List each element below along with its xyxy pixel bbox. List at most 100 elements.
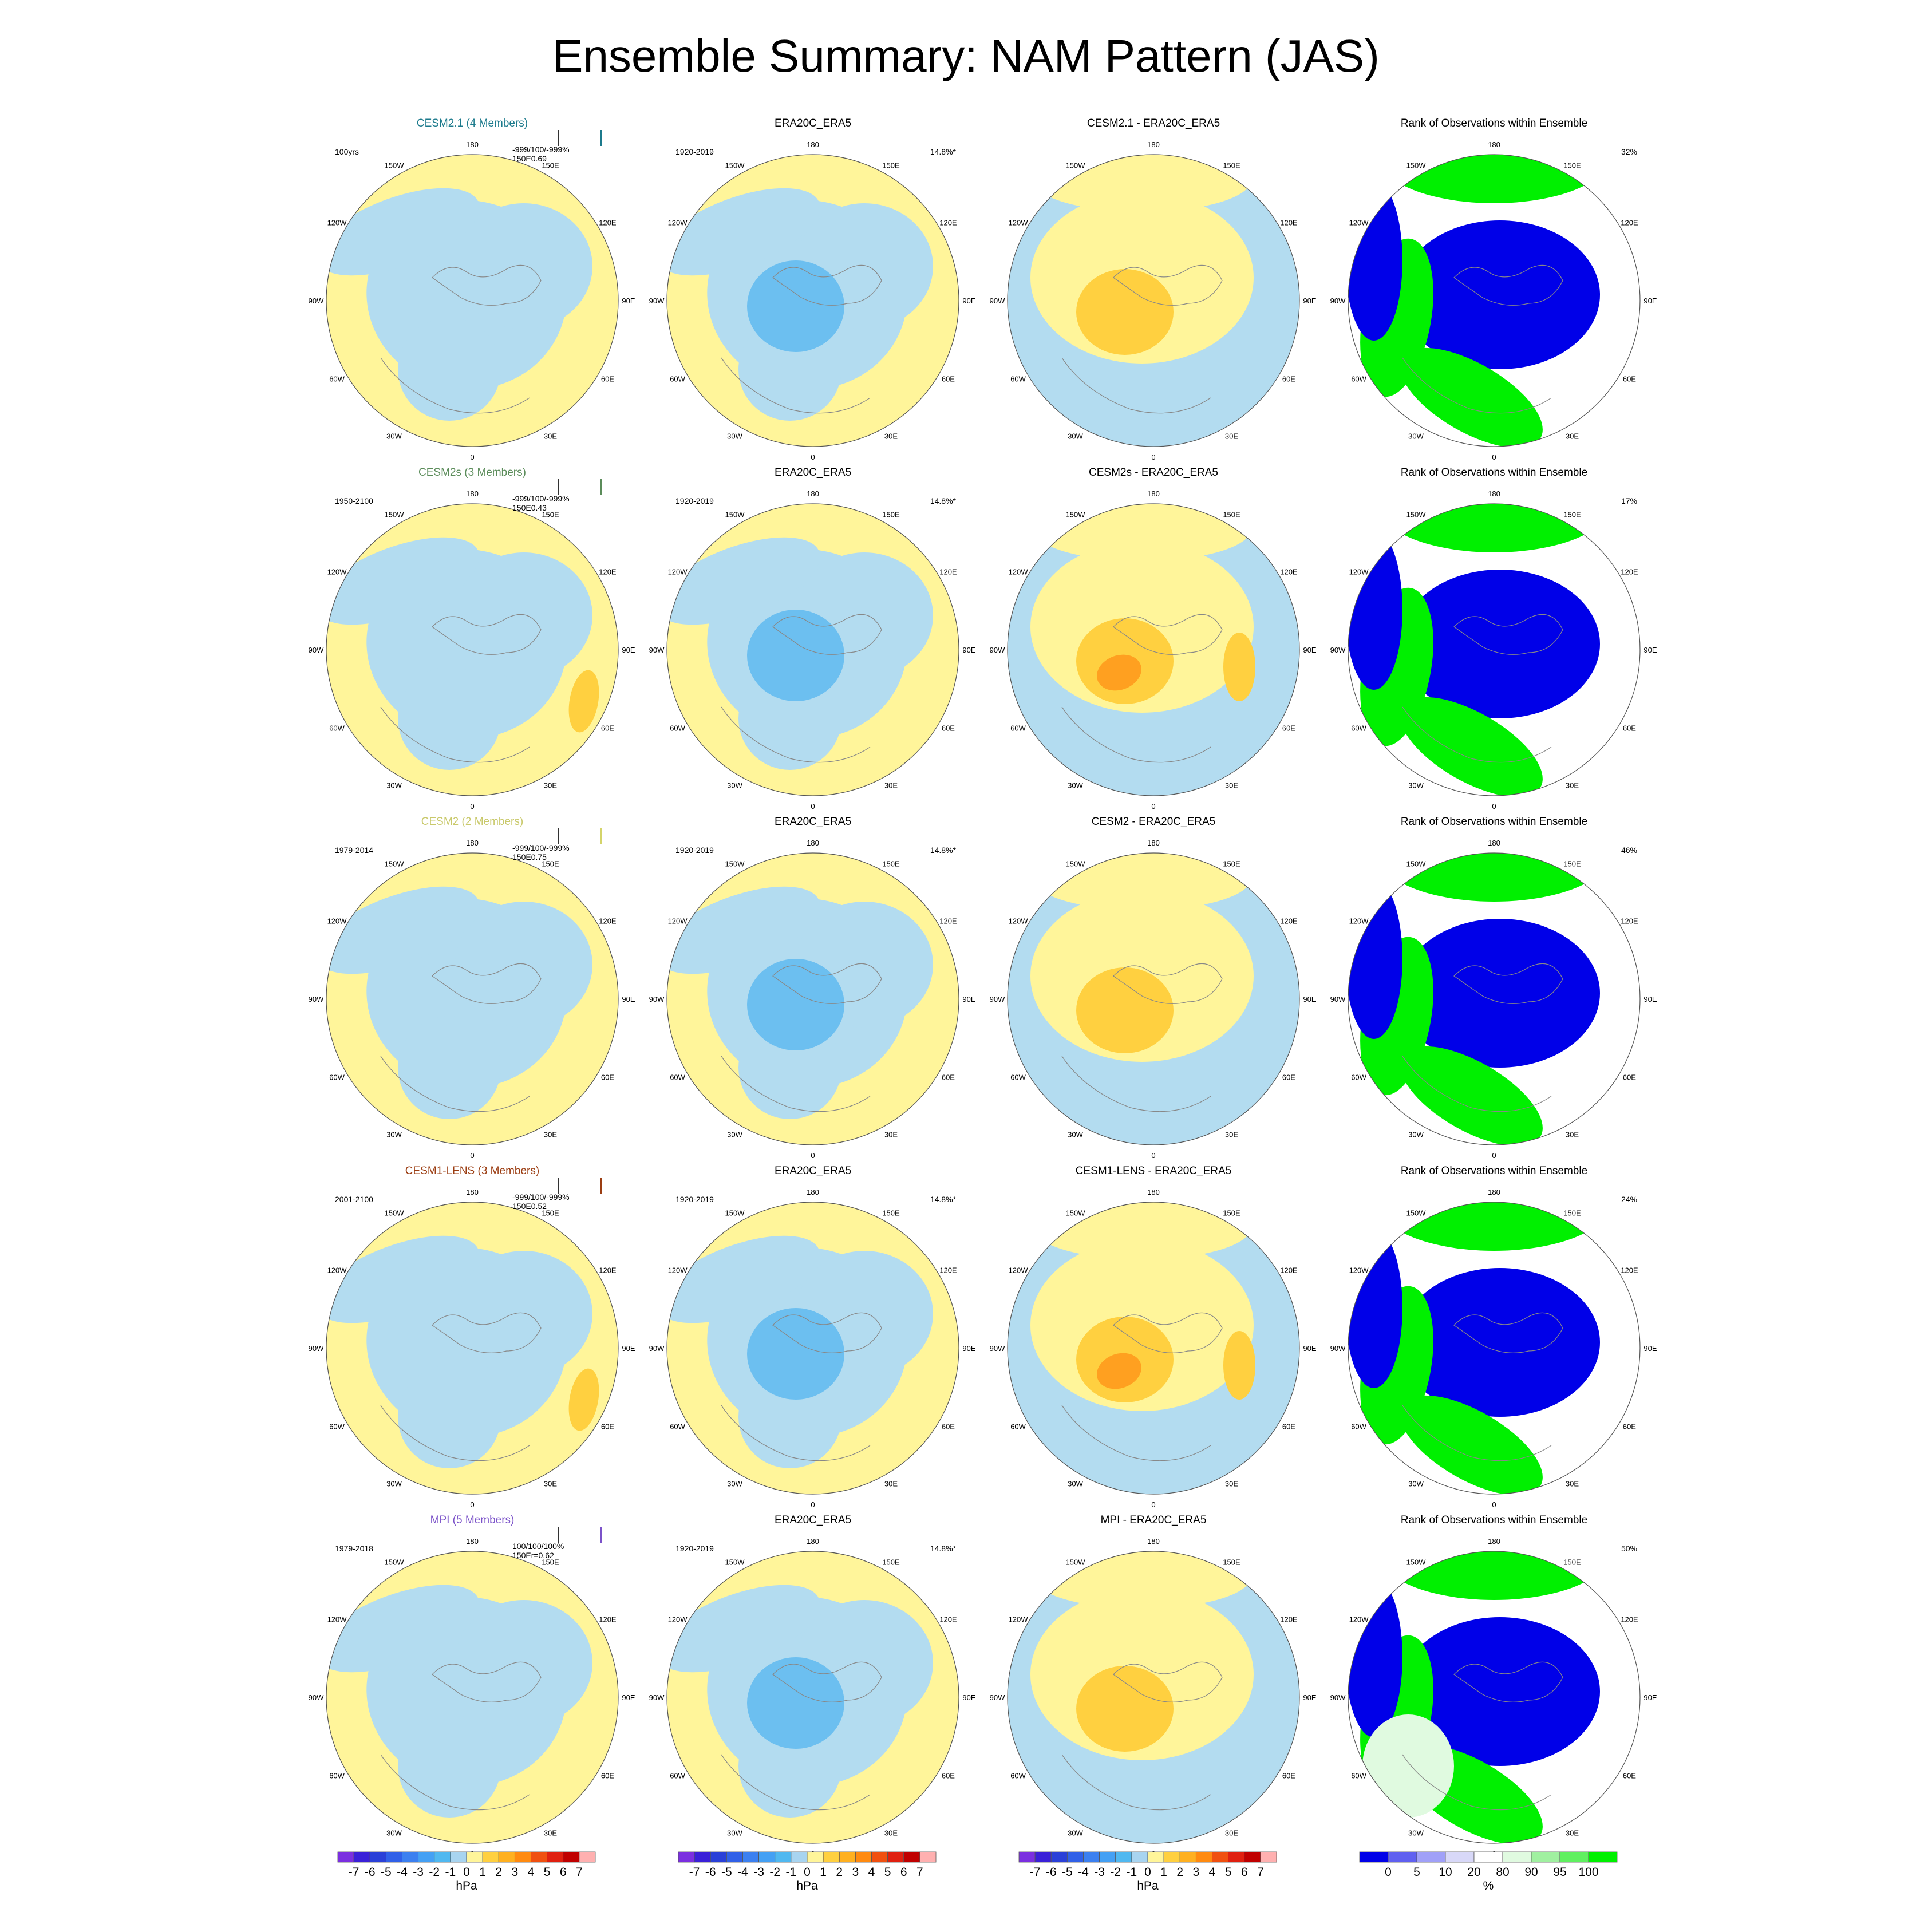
longitude-label: 30W <box>727 1130 742 1139</box>
colorbar-swatch <box>579 1851 596 1863</box>
longitude-label: 150W <box>725 1558 745 1567</box>
longitude-label: 120E <box>599 219 617 227</box>
rank-high-pacific <box>1380 155 1609 203</box>
panel-obs-row-2: 180 150E 120E 90E 60E 30E 0 30W 60W 90W 120W 150W ER… <box>649 467 976 811</box>
colorbar-swatch <box>807 1851 824 1863</box>
longitude-label: 150W <box>1066 860 1086 868</box>
longitude-label: 60E <box>1623 724 1636 733</box>
longitude-label: 0 <box>1151 453 1155 461</box>
colorbar-label: 4 <box>528 1866 535 1879</box>
stats-line-2: 150E0.69 <box>512 154 547 163</box>
longitude-label: 90E <box>1303 995 1316 1003</box>
coastline <box>1061 357 1211 414</box>
longitude-label: 90W <box>309 995 324 1003</box>
colorbar-swatch <box>1083 1851 1100 1863</box>
longitude-label: 150W <box>725 511 745 519</box>
panel-model-row-3: 180 150E 120E 90E 60E 30E 0 30W 60W 90W 120W 150W CE… <box>309 816 635 1160</box>
colorbar-swatch <box>1531 1851 1560 1863</box>
panel-title: CESM2.1 - ERA20C_ERA5 <box>1086 117 1220 129</box>
colorbar-swatch <box>710 1851 727 1863</box>
colorbar-label: 0 <box>463 1866 470 1879</box>
field-negative-pacific <box>667 188 820 276</box>
longitude-label: 150E <box>882 161 900 170</box>
colorbar-swatch <box>1147 1851 1164 1863</box>
panel-title: CESM2 - ERA20C_ERA5 <box>1091 816 1216 828</box>
field-negative-pacific <box>667 1585 820 1673</box>
coastline <box>1402 1754 1552 1811</box>
coastline <box>721 1056 871 1112</box>
map-field <box>667 504 959 796</box>
longitude-label: 30E <box>1566 432 1579 440</box>
longitude-label: 180 <box>1488 1537 1500 1546</box>
longitude-label: 30W <box>727 432 742 440</box>
field-negative-siberia <box>455 1600 592 1726</box>
longitude-label: 120E <box>939 1266 957 1275</box>
longitude-label: 150E <box>542 1558 559 1567</box>
longitude-label: 150E <box>882 1209 900 1218</box>
coastline <box>1402 1056 1552 1112</box>
longitude-label: 120W <box>1009 1615 1029 1624</box>
period-label: 1979-2014 <box>335 846 373 855</box>
rank-low-core <box>1400 1268 1600 1417</box>
longitude-label: 60E <box>601 1073 614 1082</box>
polar-map: 180 150E 120E 90E 60E 30E 0 30W 60W 90W 120W 150W <box>1330 140 1657 461</box>
longitude-label: 0 <box>1492 1500 1496 1509</box>
coastline <box>772 264 882 306</box>
rank-high-pacific <box>1380 853 1609 902</box>
colorbar-label: 6 <box>1241 1866 1248 1879</box>
longitude-label: 150W <box>385 511 405 519</box>
longitude-label: 30W <box>1408 1130 1424 1139</box>
panel-model-row-1: 180 150E 120E 90E 60E 30E 0 30W 60W 90W 120W 150W CE… <box>309 117 635 461</box>
longitude-label: 90W <box>1330 646 1346 654</box>
longitude-label: 180 <box>807 1188 819 1196</box>
panel-rank-row-1: 180 150E 120E 90E 60E 30E 0 30W 60W 90W 120W 150W Ra… <box>1330 117 1657 461</box>
colorbar-svg: -7 -6 -5 -4 -3 -2 -1 0 1 2 3 4 5 6 7 hPa <box>1018 1851 1277 1893</box>
longitude-label: 90W <box>649 297 665 305</box>
period-label: 1979-2018 <box>335 1544 373 1553</box>
rank-low-core <box>1400 220 1600 369</box>
colorbar-hpa-1: -7 -6 -5 -4 -3 -2 -1 0 1 2 3 4 5 6 7 hPa <box>337 1851 596 1901</box>
colorbar-swatch <box>903 1851 920 1863</box>
coastline <box>721 1754 871 1811</box>
longitude-label: 90E <box>1303 1693 1316 1702</box>
pattern-stats: -999/100/-999% 150E0.43 <box>512 494 570 512</box>
colorbar-label: 6 <box>900 1866 907 1879</box>
longitude-label: 60E <box>942 1423 955 1431</box>
longitude-label: 0 <box>470 1500 474 1509</box>
map-border <box>326 1202 619 1495</box>
map-field <box>326 1202 618 1494</box>
longitude-label: 30E <box>1225 1130 1238 1139</box>
longitude-label: 150E <box>1223 511 1240 519</box>
rank-low-core <box>1400 1617 1600 1766</box>
longitude-label: 60W <box>1351 724 1366 733</box>
colorbar-label: 2 <box>1176 1866 1183 1879</box>
longitude-label: 60E <box>601 724 614 733</box>
longitude-label: 150W <box>385 860 405 868</box>
field-positive-pacific <box>1033 504 1251 561</box>
period-label: 1920-2019 <box>675 147 714 156</box>
colorbar-label: -6 <box>365 1866 376 1879</box>
longitude-label: 90W <box>649 1344 665 1353</box>
longitude-label: 180 <box>807 489 819 498</box>
longitude-label: 150W <box>725 161 745 170</box>
field-negative-pacific <box>326 1585 480 1673</box>
rank-high-pacific <box>1380 1551 1609 1600</box>
longitude-label: 30E <box>544 432 557 440</box>
coastline <box>1453 1312 1563 1353</box>
colorbar-swatch <box>1034 1851 1052 1863</box>
polar-map: 180 150E 120E 90E 60E 30E 0 30W 60W 90W 120W 150W <box>309 1178 635 1509</box>
colorbar-label: -4 <box>737 1866 748 1879</box>
map-border <box>1007 1202 1300 1495</box>
field-positive-pacific <box>1033 853 1251 910</box>
longitude-label: 60E <box>942 1073 955 1082</box>
longitude-label: 0 <box>1151 1500 1155 1509</box>
colorbar-swatch <box>1115 1851 1132 1863</box>
panel-model-row-5: 180150E120E90E60E30E030W60W90W120W150WMP… <box>309 1514 635 1858</box>
longitude-label: 90W <box>649 1693 665 1702</box>
rank-high-pacific <box>1380 504 1609 552</box>
period-label: 1920-2019 <box>675 496 714 505</box>
rank-mid-atlantic <box>1362 1714 1454 1818</box>
coastline <box>1113 1312 1223 1353</box>
longitude-label: 90E <box>962 646 975 654</box>
longitude-label: 90W <box>1330 297 1346 305</box>
